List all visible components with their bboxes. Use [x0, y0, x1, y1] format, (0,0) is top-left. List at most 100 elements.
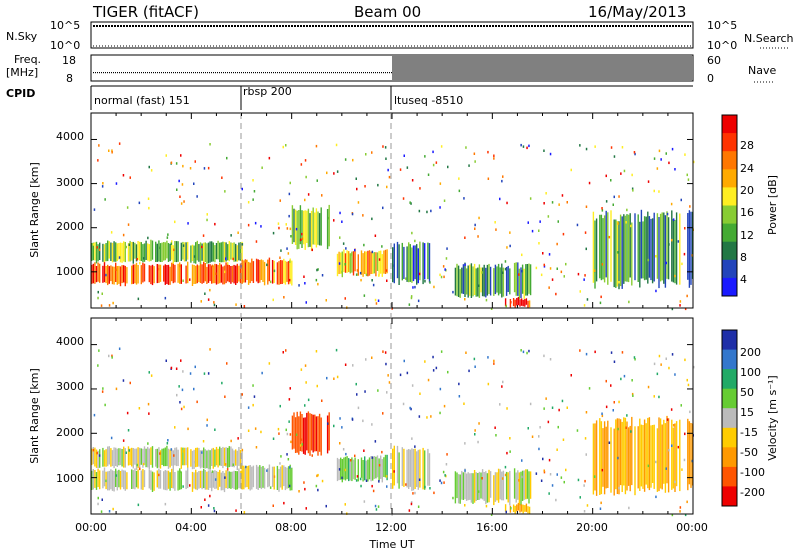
velocity-scatter-point: [465, 351, 467, 354]
velocity-scatter-point: [693, 365, 695, 369]
power-echo-7: [520, 298, 523, 306]
velocity-scatter-point: [97, 364, 99, 367]
velocity-scatter-point: [540, 479, 543, 482]
xtick-2: 08:00: [275, 521, 307, 534]
velocity-echo-3: [301, 414, 303, 452]
velocity-scatter-point: [563, 480, 565, 484]
power-echo-4: [376, 252, 379, 271]
velocity-scatter-point: [278, 432, 280, 435]
power-scatter-point: [458, 189, 461, 193]
power-echo-1: [222, 241, 224, 263]
vel-cbar-tick-100: 100: [740, 366, 761, 379]
velocity-scatter-point: [129, 381, 131, 385]
velocity-scatter-point: [252, 403, 254, 407]
xtick-5: 20:00: [576, 521, 608, 534]
power-scatter-point: [618, 281, 620, 284]
power-scatter-point: [179, 264, 181, 268]
power-scatter-point: [128, 243, 130, 246]
power-scatter-point: [520, 143, 522, 147]
velocity-scatter-point: [170, 448, 172, 451]
velocity-echo-2: [276, 465, 279, 490]
power-echo-0: [134, 264, 136, 284]
power-echo-0: [174, 264, 176, 283]
velocity-echo-0: [92, 469, 94, 490]
velocity-echo-0: [131, 469, 133, 489]
power-scatter-point: [189, 278, 191, 281]
velocity-echo-8: [663, 419, 665, 484]
velocity-scatter-point: [269, 486, 272, 489]
power-scatter-point: [341, 220, 343, 223]
freq-sample: [313, 72, 314, 74]
velocity-echo-4: [352, 459, 355, 480]
power-scatter-point: [327, 216, 329, 220]
velocity-scatter-point: [672, 424, 675, 427]
velocity-echo-1: [198, 447, 200, 467]
power-scatter-point: [506, 201, 508, 205]
power-echo-8: [599, 214, 601, 279]
velocity-echo-3: [302, 417, 305, 454]
velocity-scatter-point: [435, 366, 438, 370]
velocity-echo-0: [235, 471, 237, 490]
velocity-echo-0: [142, 469, 144, 490]
velocity-scatter-point: [585, 352, 588, 356]
velocity-scatter-point: [426, 416, 428, 419]
velocity-scatter-point: [439, 411, 441, 415]
power-echo-2: [278, 261, 280, 285]
power-scatter-point: [111, 149, 113, 152]
velocity-scatter-point: [260, 430, 262, 434]
power-scatter-point: [674, 168, 676, 171]
freq-sample: [297, 72, 298, 74]
power-scatter-point: [408, 303, 411, 306]
velocity-echo-7: [519, 504, 521, 513]
velocity-echo-0: [223, 472, 226, 493]
velocity-echo-0: [91, 470, 93, 490]
power-echo-8: [615, 219, 617, 288]
power-echo-8: [603, 215, 606, 283]
velocity-echo-0: [102, 470, 104, 489]
power-scatter-point: [201, 245, 203, 249]
velocity-scatter-point: [409, 406, 411, 410]
velocity-echo-1: [95, 449, 98, 468]
power-scatter-point: [464, 263, 466, 266]
velocity-echo-0: [143, 470, 146, 488]
power-scatter-point: [203, 167, 206, 170]
power-echo-8: [610, 210, 612, 282]
power-echo-0: [123, 265, 125, 283]
power-echo-6: [505, 267, 508, 296]
velocity-scatter-point: [174, 426, 176, 429]
power-scatter-point: [432, 163, 435, 167]
power-scatter-point: [668, 243, 670, 246]
velocity-echo-5: [416, 451, 418, 487]
velocity-echo-6: [472, 473, 474, 504]
velocity-echo-1: [222, 446, 224, 469]
freq-sample: [125, 72, 126, 74]
power-scatter-point: [243, 305, 246, 308]
xtick-4: 16:00: [476, 521, 508, 534]
power-scatter-point: [493, 157, 495, 160]
velocity-scatter-point: [522, 350, 525, 354]
freq-sample: [187, 72, 188, 74]
velocity-scatter-point: [371, 456, 374, 459]
velocity-scatter-point: [335, 348, 338, 352]
freq-sample: [387, 72, 388, 74]
freq-sample: [265, 72, 266, 74]
power-scatter-point: [301, 232, 303, 236]
power-echo-6: [520, 267, 522, 299]
power-scatter-point: [375, 302, 378, 305]
velocity-scatter-point: [96, 451, 98, 455]
velocity-echo-0: [207, 470, 210, 490]
velocity-scatter-point: [204, 498, 206, 501]
velocity-scatter-point: [285, 428, 287, 432]
velocity-scatter-point: [339, 442, 341, 445]
power-echo-1: [103, 244, 106, 263]
freq-sample: [385, 72, 386, 74]
velocity-echo-8: [618, 418, 620, 495]
velocity-scatter-point: [577, 478, 580, 482]
velocity-scatter-point: [501, 385, 503, 388]
velocity-echo-1: [175, 447, 178, 467]
freq-sample: [257, 72, 258, 74]
velocity-echo-2: [263, 467, 266, 489]
velocity-scatter-point: [586, 504, 589, 507]
power-echo-0: [148, 265, 150, 283]
velocity-scatter-point: [439, 479, 441, 482]
